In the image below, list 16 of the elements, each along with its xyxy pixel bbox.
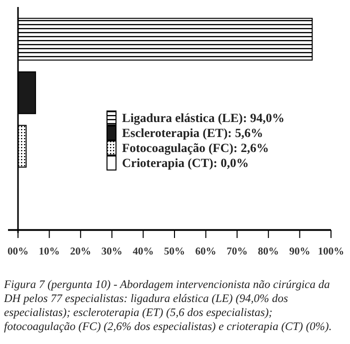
legend-label: Crioterapia (CT): 0,0% [122, 156, 249, 170]
x-tick-label: 00% [8, 246, 28, 258]
x-tick-label: 90% [289, 246, 310, 258]
x-tick-label: 50% [164, 246, 185, 258]
x-tick-label: 30% [101, 246, 122, 258]
x-tick-label: 20% [70, 246, 92, 258]
text: Figura 7 (pergunta 10) - Abordagem intervencionista não cirúrgica da DH pelos 77 especialistas: ligadura elástica (LE) (94,0% dos especialistas); escleroterapia (ET) (5,6 dos especialistas); fotocoagulação (FC) (2,6% dos especialistas) e crioterapia (CT) (0%). [4, 278, 333, 334]
x-tick-label: 80% [258, 246, 279, 258]
x-tick-label: 40% [132, 246, 154, 258]
x-tick-label: 10% [38, 246, 60, 258]
x-tick-label: 60% [195, 246, 216, 258]
x-tick-label: 70% [226, 246, 248, 258]
legend-label: Ligadura elástica (LE): 94,0% [122, 111, 284, 125]
x-tick-label: 100% [318, 246, 344, 258]
legend-label: Escleroterapia (ET): 5,6% [122, 126, 264, 140]
legend-label: Fotocoagulação (FC): 2,6% [122, 141, 269, 155]
